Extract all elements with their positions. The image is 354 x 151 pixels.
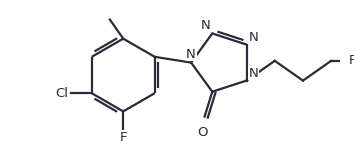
Text: O: O [198, 126, 208, 139]
Text: N: N [186, 48, 196, 61]
Text: F: F [119, 131, 127, 144]
Text: F: F [348, 54, 354, 67]
Text: N: N [201, 19, 210, 32]
Text: Cl: Cl [56, 87, 69, 100]
Text: N: N [249, 31, 258, 44]
Text: N: N [249, 67, 258, 80]
